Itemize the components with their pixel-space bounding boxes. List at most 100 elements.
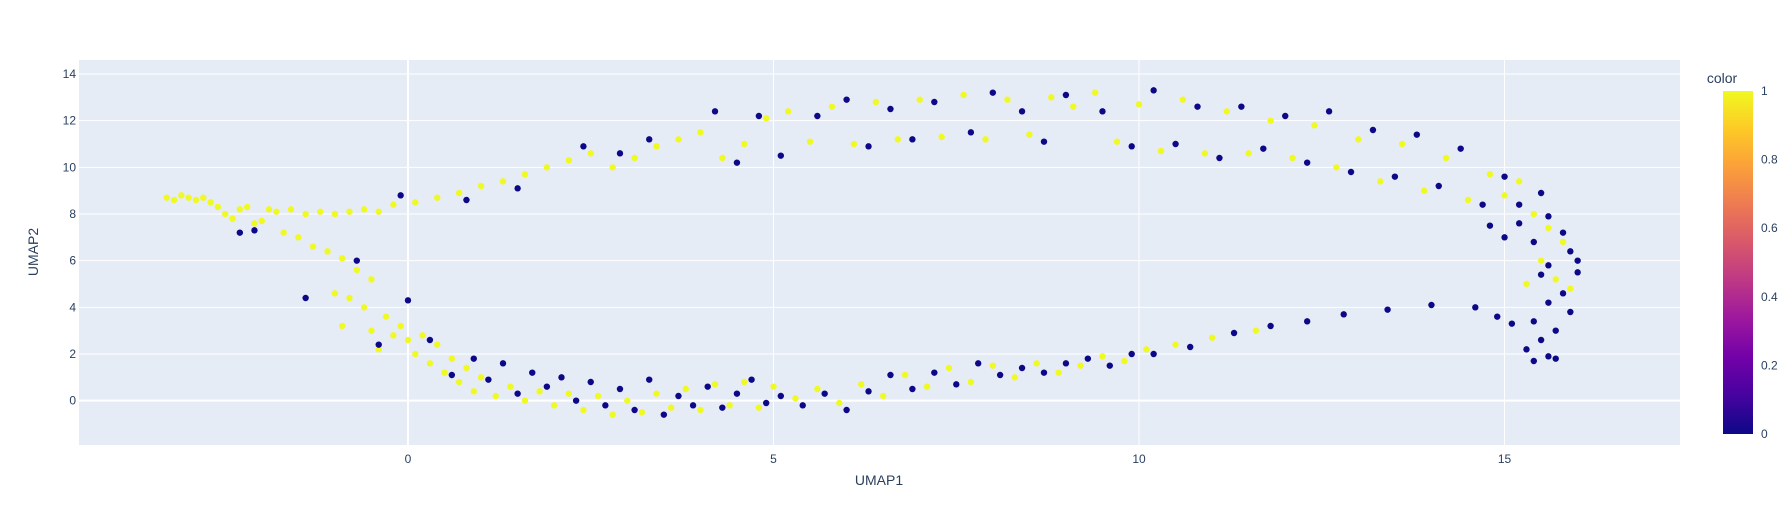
data-point[interactable] bbox=[1040, 369, 1048, 376]
data-point[interactable] bbox=[1267, 322, 1274, 330]
data-point[interactable] bbox=[302, 210, 309, 218]
data-point[interactable] bbox=[243, 203, 251, 211]
data-point[interactable] bbox=[1530, 210, 1537, 218]
data-point[interactable] bbox=[1018, 108, 1026, 115]
data-point[interactable] bbox=[470, 355, 477, 362]
data-point[interactable] bbox=[163, 194, 170, 201]
data-point[interactable] bbox=[1501, 192, 1508, 199]
data-point[interactable] bbox=[1552, 327, 1559, 334]
data-point[interactable] bbox=[1289, 154, 1296, 162]
data-point[interactable] bbox=[265, 206, 273, 213]
data-point[interactable] bbox=[741, 378, 748, 386]
data-point[interactable] bbox=[360, 206, 368, 213]
data-point[interactable] bbox=[580, 143, 587, 150]
data-point[interactable] bbox=[353, 257, 360, 264]
data-point[interactable] bbox=[616, 150, 624, 157]
data-point[interactable] bbox=[375, 341, 382, 348]
data-point[interactable] bbox=[1099, 353, 1106, 360]
data-point[interactable] bbox=[697, 129, 704, 136]
data-point[interactable] bbox=[200, 194, 207, 201]
data-point[interactable] bbox=[390, 201, 397, 208]
data-point[interactable] bbox=[1486, 222, 1494, 229]
data-point[interactable] bbox=[499, 360, 507, 367]
data-point[interactable] bbox=[331, 210, 339, 218]
data-point[interactable] bbox=[697, 406, 704, 414]
data-point[interactable] bbox=[514, 390, 521, 397]
data-point[interactable] bbox=[1545, 353, 1552, 360]
data-point[interactable] bbox=[1267, 117, 1274, 124]
data-point[interactable] bbox=[1040, 138, 1048, 145]
data-point[interactable] bbox=[967, 378, 975, 386]
data-point[interactable] bbox=[1501, 173, 1508, 180]
data-point[interactable] bbox=[273, 208, 280, 215]
data-point[interactable] bbox=[843, 406, 850, 414]
data-point[interactable] bbox=[1435, 182, 1442, 190]
data-point[interactable] bbox=[382, 313, 390, 320]
data-point[interactable] bbox=[646, 376, 653, 383]
data-point[interactable] bbox=[755, 404, 763, 411]
data-point[interactable] bbox=[1574, 257, 1581, 264]
data-point[interactable] bbox=[1048, 94, 1055, 101]
data-point[interactable] bbox=[258, 217, 265, 225]
data-point[interactable] bbox=[777, 152, 785, 159]
data-point[interactable] bbox=[792, 395, 799, 402]
data-point[interactable] bbox=[1143, 346, 1150, 353]
data-point[interactable] bbox=[806, 138, 814, 145]
data-point[interactable] bbox=[1245, 150, 1252, 157]
data-point[interactable] bbox=[492, 392, 499, 400]
data-point[interactable] bbox=[1084, 355, 1092, 362]
data-point[interactable] bbox=[799, 402, 806, 409]
data-point[interactable] bbox=[1150, 350, 1157, 358]
data-point[interactable] bbox=[1574, 269, 1581, 276]
data-point[interactable] bbox=[1552, 355, 1559, 362]
data-point[interactable] bbox=[1508, 320, 1516, 327]
data-point[interactable] bbox=[587, 378, 594, 386]
data-point[interactable] bbox=[989, 89, 997, 96]
data-point[interactable] bbox=[543, 164, 551, 171]
data-point[interactable] bbox=[412, 199, 419, 206]
data-point[interactable] bbox=[280, 229, 287, 236]
data-point[interactable] bbox=[1530, 238, 1537, 246]
data-point[interactable] bbox=[1567, 308, 1574, 316]
data-point[interactable] bbox=[996, 371, 1004, 379]
data-point[interactable] bbox=[1018, 364, 1026, 372]
data-point[interactable] bbox=[1559, 290, 1567, 297]
data-point[interactable] bbox=[1099, 108, 1106, 115]
data-point[interactable] bbox=[507, 383, 514, 390]
data-point[interactable] bbox=[463, 364, 470, 372]
data-point[interactable] bbox=[719, 154, 726, 162]
data-point[interactable] bbox=[704, 383, 711, 390]
data-point[interactable] bbox=[836, 399, 843, 407]
data-point[interactable] bbox=[499, 178, 507, 185]
data-point[interactable] bbox=[331, 290, 339, 297]
data-point[interactable] bbox=[675, 392, 682, 400]
data-point[interactable] bbox=[580, 406, 587, 414]
data-point[interactable] bbox=[945, 364, 953, 372]
data-point[interactable] bbox=[916, 96, 923, 103]
data-point[interactable] bbox=[514, 185, 521, 192]
data-point[interactable] bbox=[1252, 327, 1260, 334]
data-point[interactable] bbox=[397, 322, 404, 330]
data-point[interactable] bbox=[1077, 362, 1084, 369]
data-point[interactable] bbox=[1186, 343, 1194, 351]
data-point[interactable] bbox=[346, 208, 353, 215]
data-point[interactable] bbox=[1340, 311, 1347, 318]
data-point[interactable] bbox=[397, 192, 404, 199]
data-point[interactable] bbox=[1347, 168, 1355, 176]
data-point[interactable] bbox=[1420, 187, 1428, 194]
data-point[interactable] bbox=[426, 360, 434, 367]
data-point[interactable] bbox=[353, 266, 360, 274]
data-point[interactable] bbox=[967, 129, 975, 136]
data-point[interactable] bbox=[931, 369, 938, 376]
data-point[interactable] bbox=[1530, 318, 1537, 325]
data-point[interactable] bbox=[1428, 301, 1435, 309]
data-point[interactable] bbox=[412, 350, 419, 358]
data-point[interactable] bbox=[741, 140, 748, 148]
data-point[interactable] bbox=[1355, 136, 1362, 143]
data-point[interactable] bbox=[1515, 201, 1523, 208]
data-point[interactable] bbox=[748, 376, 755, 383]
data-point[interactable] bbox=[1121, 357, 1128, 365]
data-point[interactable] bbox=[229, 215, 236, 222]
data-point[interactable] bbox=[375, 208, 382, 215]
data-point[interactable] bbox=[828, 103, 836, 110]
